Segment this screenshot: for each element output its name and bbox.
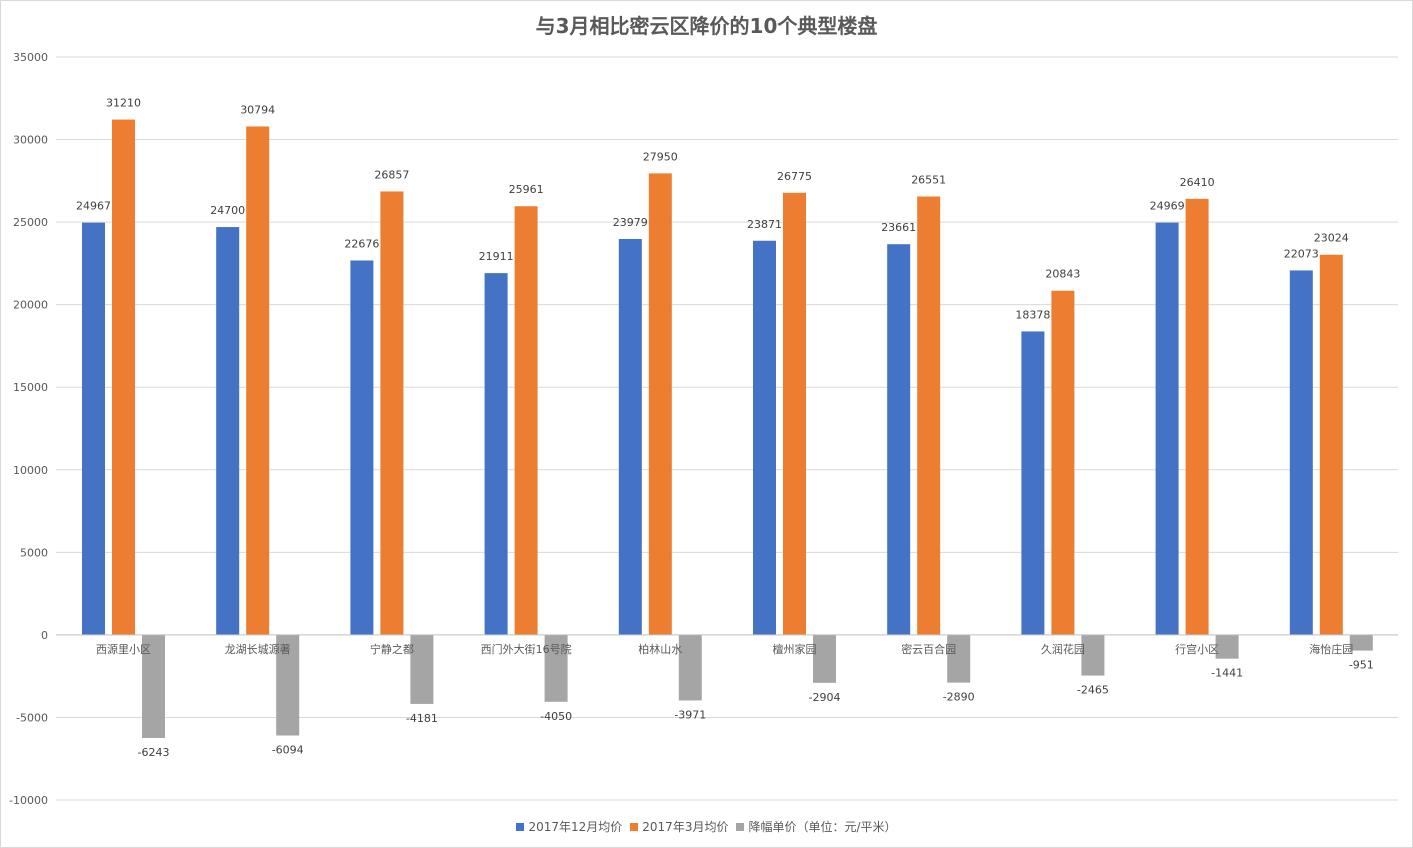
bar-dec2017-6	[887, 244, 911, 635]
bar-dec2017-3	[484, 273, 508, 635]
data-label: 23979	[613, 216, 648, 229]
y-tick-label: 30000	[13, 134, 48, 147]
data-label: 22073	[1284, 247, 1319, 260]
category-label: 密云百合园	[901, 642, 956, 656]
y-axis-ticks: 35000 30000 25000 20000 15000 10000 5000 0 -5000…	[9, 51, 48, 807]
bar-mar2017-3	[514, 206, 538, 635]
legend-label: 2017年3月均价	[642, 820, 729, 834]
legend-item: 2017年12月均价	[516, 818, 622, 835]
bar-mar2017-8	[1185, 198, 1209, 635]
data-labels: 24967 31210 -6243 24700 30794 -6094 22676 26857…	[76, 97, 1374, 759]
data-label: 26551	[911, 174, 946, 187]
bar-mar2017-2	[380, 191, 404, 635]
bar-drop-3	[544, 634, 568, 702]
bar-dec2017-7	[1021, 331, 1045, 635]
data-label: 21911	[479, 250, 514, 263]
data-label: 25961	[509, 183, 544, 196]
category-label: 龙湖长城源著	[225, 642, 291, 656]
category-labels: 西源里小区 龙湖长城源著 宁静之都 西门外大街16号院 柏林山水 檀州家园 密云百合园 久润花…	[96, 642, 1353, 656]
category-label: 柏林山水	[638, 642, 682, 656]
data-label: -951	[1349, 659, 1374, 672]
legend-item: 降幅单价（单位：元/平米）	[736, 818, 897, 835]
data-label: 20843	[1045, 268, 1080, 281]
bar-mar2017-4	[648, 173, 672, 635]
bar-dec2017-8	[1155, 222, 1179, 635]
bar-drop-6	[947, 634, 971, 683]
bar-drop-9	[1349, 634, 1373, 651]
data-label: 24967	[76, 200, 111, 213]
data-label: 26775	[777, 170, 812, 183]
bar-mar2017-7	[1051, 290, 1075, 635]
y-tick-label: 20000	[13, 299, 48, 312]
y-tick-label: 25000	[13, 216, 48, 229]
bar-dec2017-9	[1289, 270, 1313, 635]
data-label: 23661	[881, 221, 916, 234]
legend-label: 降幅单价（单位：元/平米）	[748, 820, 897, 834]
bar-drop-5	[813, 634, 836, 683]
data-label: -6094	[272, 744, 304, 757]
data-label: 18378	[1015, 308, 1050, 321]
data-label: 31210	[106, 97, 141, 110]
legend: 2017年12月均价 2017年3月均价 降幅单价（单位：元/平米）	[0, 818, 1413, 835]
bar-drop-0	[142, 634, 165, 738]
category-label: 行宫小区	[1175, 642, 1219, 656]
data-label: 22676	[344, 237, 379, 250]
bar-mar2017-5	[783, 192, 806, 635]
data-label: 24969	[1150, 200, 1185, 213]
data-label: -2890	[943, 691, 975, 704]
bar-drop-8	[1215, 634, 1239, 659]
data-label: -2904	[809, 691, 841, 704]
bar-mar2017-6	[917, 196, 941, 635]
data-label: 26857	[374, 168, 409, 181]
data-label: 26410	[1180, 176, 1215, 189]
bar-dec2017-5	[753, 240, 776, 635]
data-label: -2465	[1077, 684, 1109, 697]
bar-dec2017-1	[216, 227, 240, 635]
category-label: 海怡庄园	[1309, 642, 1353, 656]
legend-swatch	[736, 822, 745, 831]
y-tick-label: 0	[41, 629, 48, 642]
category-label: 西源里小区	[96, 642, 151, 656]
y-tick-label: 5000	[20, 546, 48, 559]
data-label: -3971	[674, 708, 706, 721]
y-tick-label: -5000	[16, 711, 48, 724]
bar-mar2017-1	[246, 126, 270, 635]
data-label: -1441	[1211, 667, 1243, 680]
y-tick-label: 15000	[13, 381, 48, 394]
category-label: 久润花园	[1041, 642, 1085, 656]
bar-drop-2	[410, 634, 434, 704]
y-tick-label: -10000	[9, 794, 48, 807]
bar-dec2017-0	[82, 222, 105, 635]
bar-mar2017-0	[112, 119, 135, 635]
bar-drop-7	[1081, 634, 1105, 676]
data-label: -4050	[540, 710, 572, 723]
data-label: 23871	[747, 218, 782, 231]
data-label: 30794	[240, 103, 275, 116]
data-label: 24700	[210, 204, 245, 217]
legend-label: 2017年12月均价	[528, 820, 623, 834]
legend-swatch	[630, 822, 639, 831]
data-label: -6243	[138, 746, 170, 759]
bar-drop-1	[276, 634, 300, 736]
bar-dec2017-4	[618, 238, 642, 635]
legend-swatch	[516, 822, 525, 831]
bar-drop-4	[678, 634, 702, 701]
bar-mar2017-9	[1319, 254, 1343, 635]
legend-item: 2017年3月均价	[630, 818, 728, 835]
bar-dec2017-2	[350, 260, 374, 635]
data-label: -4181	[406, 712, 438, 725]
category-label: 檀州家园	[773, 642, 817, 656]
category-label: 西门外大街16号院	[481, 642, 572, 656]
y-tick-label: 10000	[13, 464, 48, 477]
y-tick-label: 35000	[13, 51, 48, 64]
data-label: 23024	[1314, 232, 1349, 245]
category-label: 宁静之都	[370, 642, 414, 656]
bars	[82, 119, 1373, 738]
data-label: 27950	[643, 150, 678, 163]
chart-title: 与3月相比密云区降价的10个典型楼盘	[535, 14, 878, 38]
